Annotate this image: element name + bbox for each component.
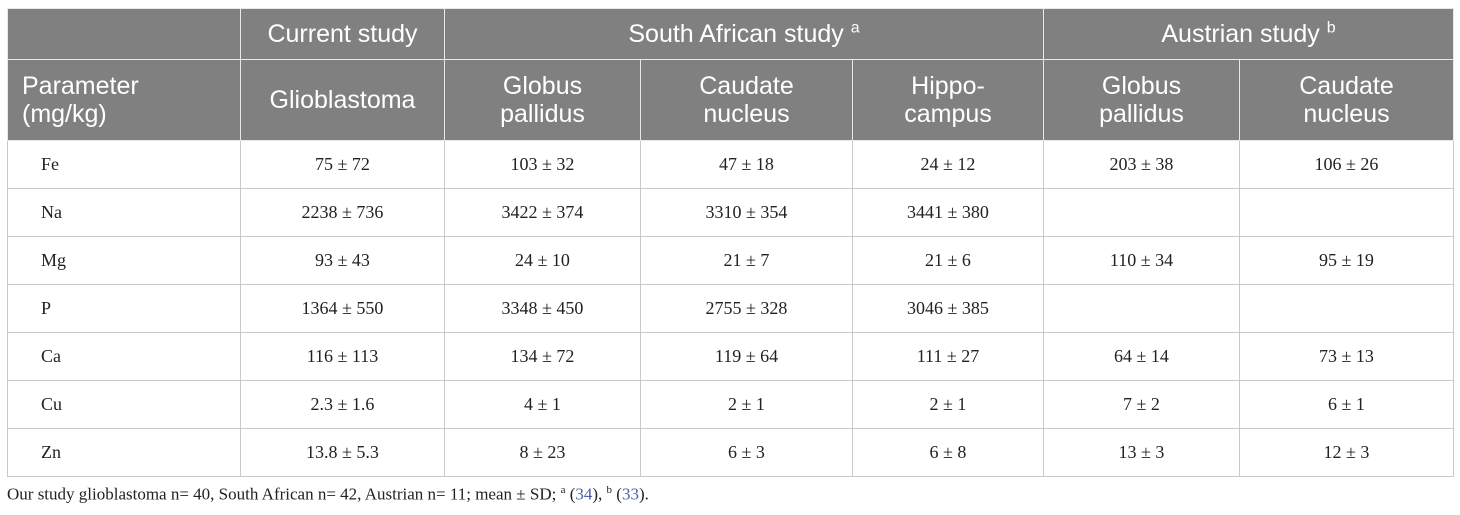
value-cell: 110 ± 34 — [1043, 236, 1240, 285]
value-cell: 24 ± 10 — [444, 236, 641, 285]
value-cell: 111 ± 27 — [852, 332, 1044, 381]
value-cell: 93 ± 43 — [240, 236, 445, 285]
table-footnote: Our study glioblastoma n= 40, South Afri… — [7, 484, 649, 504]
value-cell — [1239, 188, 1454, 237]
value-cell — [1043, 284, 1240, 333]
value-cell — [1239, 284, 1454, 333]
value-cell: 3046 ± 385 — [852, 284, 1044, 333]
value-cell: 64 ± 14 — [1043, 332, 1240, 381]
value-cell: 6 ± 1 — [1239, 380, 1454, 429]
element-concentration-table: Current study South African study a Aust… — [7, 8, 1454, 477]
table-row: Na 2238 ± 736 3422 ± 374 3310 ± 354 3441 ± 3… — [7, 188, 1454, 237]
value-cell: 119 ± 64 — [640, 332, 853, 381]
parameter-cell: Cu — [7, 380, 241, 429]
table-row: Mg 93 ± 43 24 ± 10 21 ± 7 21 ± 6 110 ± 34 95 ±… — [7, 236, 1454, 285]
value-cell: 21 ± 6 — [852, 236, 1044, 285]
header-row-2: Parameter (mg/kg) Glioblastoma Globus pall… — [7, 59, 1454, 141]
header-glioblastoma: Glioblastoma — [240, 59, 445, 141]
value-cell: 106 ± 26 — [1239, 140, 1454, 189]
table-row: P 1364 ± 550 3348 ± 450 2755 ± 328 3046 ± 38… — [7, 284, 1454, 333]
value-cell: 21 ± 7 — [640, 236, 853, 285]
value-cell: 73 ± 13 — [1239, 332, 1454, 381]
header-at-caudate-nucleus: Caudate nucleus — [1239, 59, 1454, 141]
value-cell: 12 ± 3 — [1239, 428, 1454, 477]
value-cell: 6 ± 3 — [640, 428, 853, 477]
parameter-cell: Na — [7, 188, 241, 237]
parameter-cell: Zn — [7, 428, 241, 477]
value-cell: 103 ± 32 — [444, 140, 641, 189]
table-row: Ca 116 ± 113 134 ± 72 119 ± 64 111 ± 27 64 ± … — [7, 332, 1454, 381]
header-parameter: Parameter (mg/kg) — [7, 59, 241, 141]
value-cell: 2 ± 1 — [640, 380, 853, 429]
reference-link-b[interactable]: 33 — [621, 484, 639, 504]
reference-link-a[interactable]: 34 — [575, 484, 593, 504]
parameter-cell: Mg — [7, 236, 241, 285]
value-cell: 13 ± 3 — [1043, 428, 1240, 477]
value-cell: 3310 ± 354 — [640, 188, 853, 237]
value-cell: 1364 ± 550 — [240, 284, 445, 333]
value-cell: 7 ± 2 — [1043, 380, 1240, 429]
header-sa-globus-pallidus: Globus pallidus — [444, 59, 641, 141]
header-sa-hippocampus: Hippo-campus — [852, 59, 1044, 141]
value-cell: 8 ± 23 — [444, 428, 641, 477]
header-current-study: Current study — [240, 8, 445, 60]
value-cell: 116 ± 113 — [240, 332, 445, 381]
header-empty-cell — [7, 8, 241, 60]
header-south-african-study: South African study a — [444, 8, 1044, 60]
parameter-cell: Ca — [7, 332, 241, 381]
superscript-b: b — [1326, 19, 1336, 37]
value-cell: 203 ± 38 — [1043, 140, 1240, 189]
value-cell: 2 ± 1 — [852, 380, 1044, 429]
value-cell: 95 ± 19 — [1239, 236, 1454, 285]
value-cell: 3422 ± 374 — [444, 188, 641, 237]
value-cell: 3441 ± 380 — [852, 188, 1044, 237]
value-cell: 4 ± 1 — [444, 380, 641, 429]
header-at-globus-pallidus: Globus pallidus — [1043, 59, 1240, 141]
parameter-cell: Fe — [7, 140, 241, 189]
value-cell: 2755 ± 328 — [640, 284, 853, 333]
value-cell: 6 ± 8 — [852, 428, 1044, 477]
value-cell: 75 ± 72 — [240, 140, 445, 189]
value-cell: 134 ± 72 — [444, 332, 641, 381]
parameter-cell: P — [7, 284, 241, 333]
value-cell: 47 ± 18 — [640, 140, 853, 189]
value-cell: 24 ± 12 — [852, 140, 1044, 189]
header-austrian-study: Austrian study b — [1043, 8, 1454, 60]
value-cell — [1043, 188, 1240, 237]
header-row-1: Current study South African study a Aust… — [7, 8, 1454, 60]
value-cell: 2238 ± 736 — [240, 188, 445, 237]
table-row: Fe 75 ± 72 103 ± 32 47 ± 18 24 ± 12 203 ± 38 1… — [7, 140, 1454, 189]
table-body: Fe 75 ± 72 103 ± 32 47 ± 18 24 ± 12 203 ± 38 1… — [7, 140, 1454, 477]
value-cell: 2.3 ± 1.6 — [240, 380, 445, 429]
value-cell: 3348 ± 450 — [444, 284, 641, 333]
table-container: Current study South African study a Aust… — [7, 8, 1454, 477]
superscript-a: a — [850, 19, 860, 37]
header-sa-caudate-nucleus: Caudate nucleus — [640, 59, 853, 141]
value-cell: 13.8 ± 5.3 — [240, 428, 445, 477]
